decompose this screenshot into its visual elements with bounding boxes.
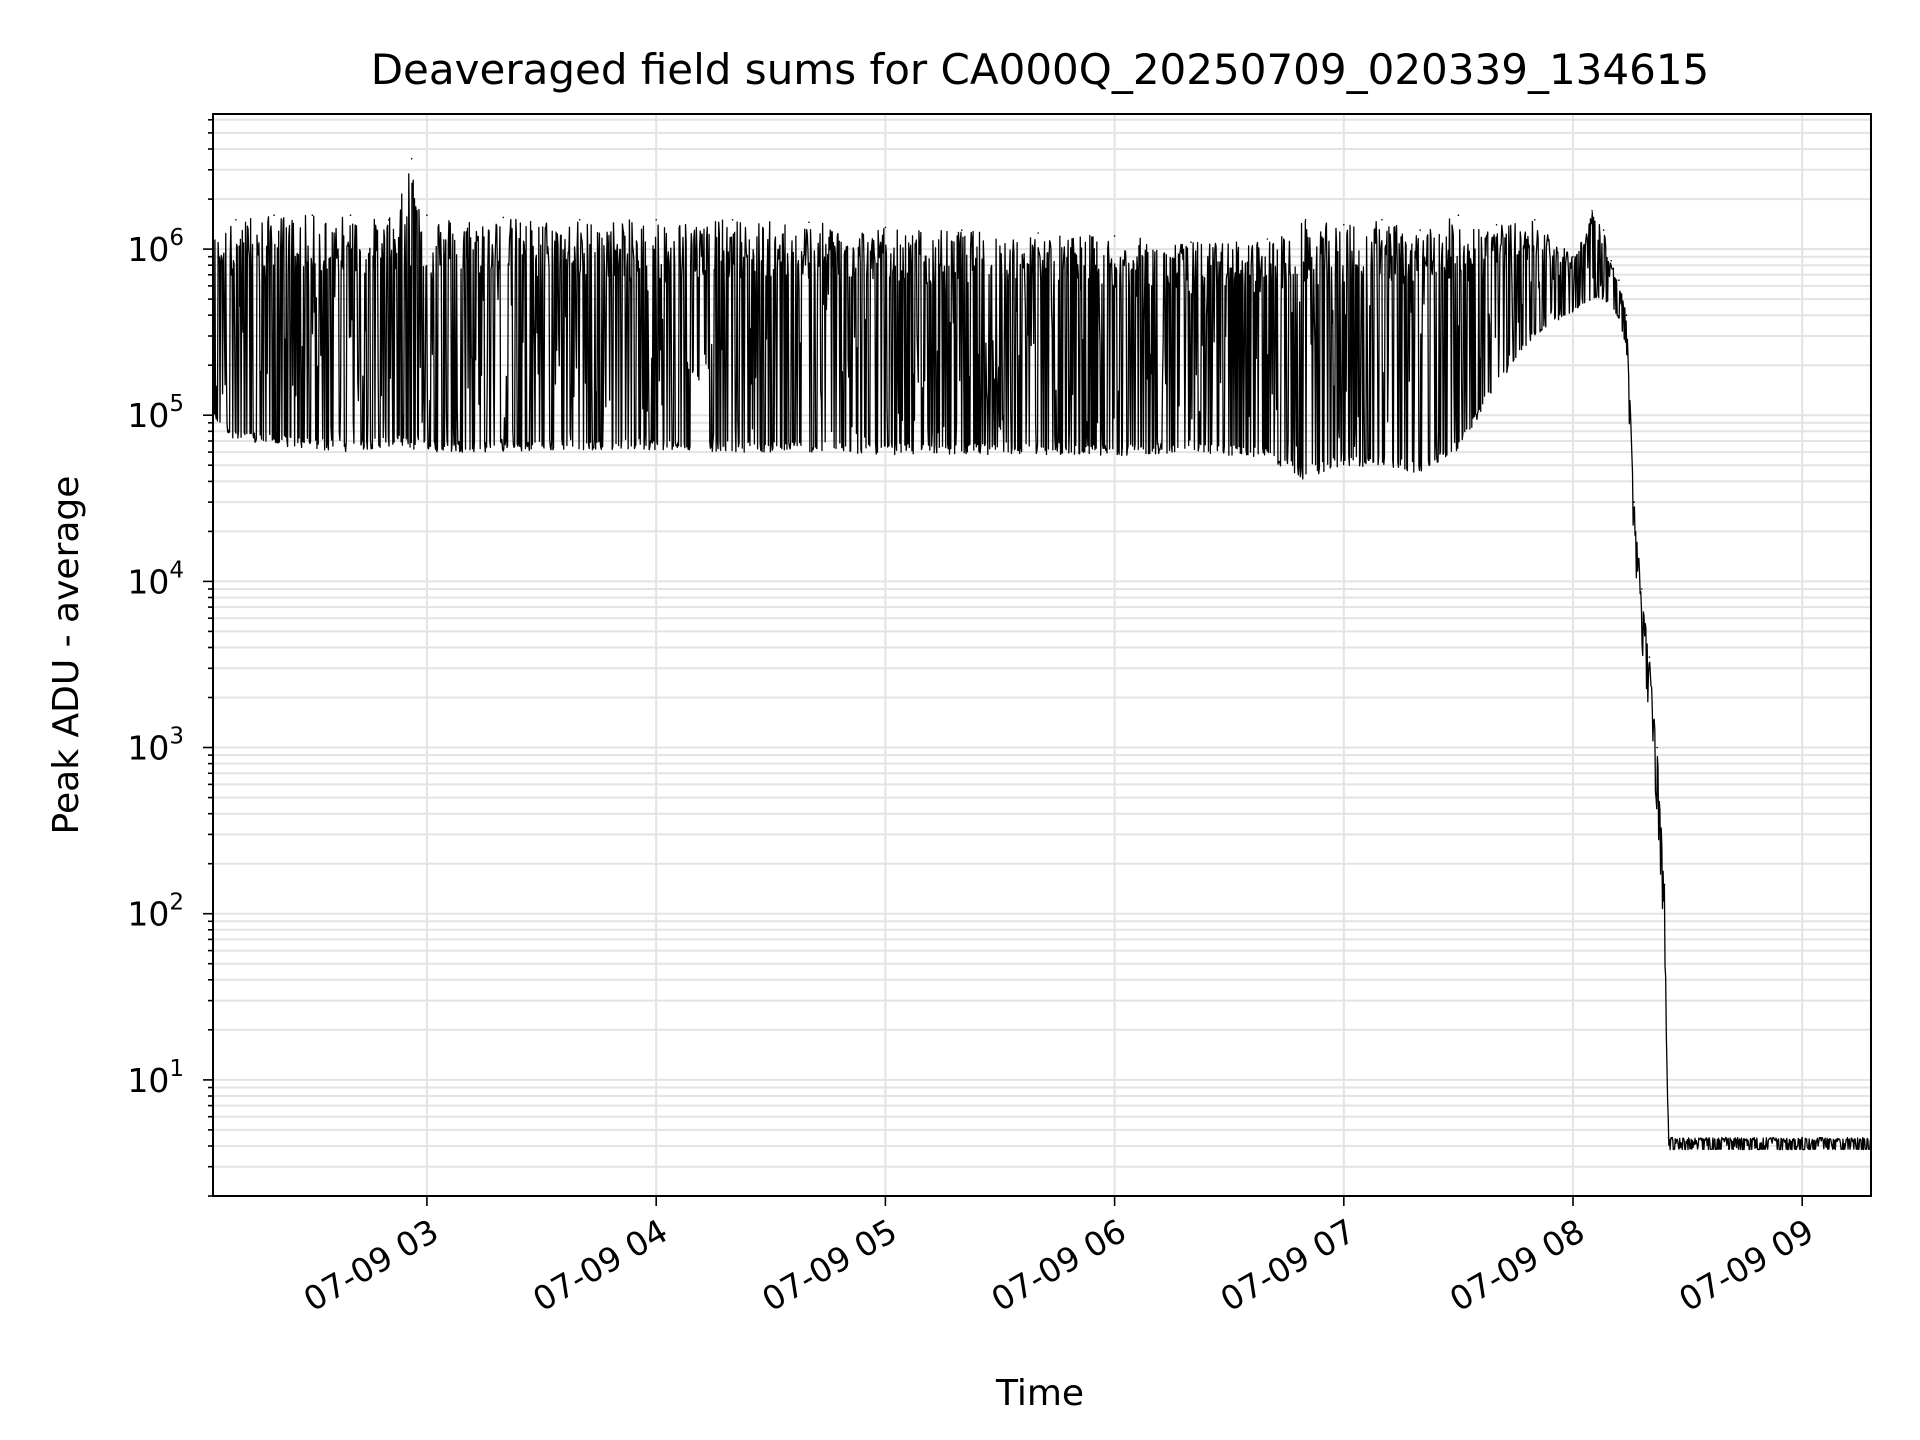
data-point bbox=[1667, 1136, 1670, 1139]
y-tick-label: 102 bbox=[127, 890, 184, 934]
data-point bbox=[961, 229, 963, 231]
data-point bbox=[1572, 255, 1574, 258]
data-point bbox=[387, 219, 390, 221]
data-point bbox=[1641, 588, 1643, 590]
data-point bbox=[273, 214, 275, 216]
data-point bbox=[502, 216, 505, 219]
data-point bbox=[1266, 238, 1269, 240]
data-point bbox=[1610, 260, 1612, 262]
data-point bbox=[1495, 224, 1498, 226]
data-point bbox=[1304, 219, 1307, 221]
x-axis-label: Time bbox=[995, 1373, 1084, 1414]
data-point bbox=[1656, 746, 1658, 749]
data-point bbox=[235, 219, 237, 221]
data-point bbox=[1663, 883, 1666, 886]
data-point bbox=[1671, 1136, 1674, 1139]
data-point bbox=[808, 221, 810, 224]
data-point bbox=[1037, 232, 1039, 234]
data-point bbox=[655, 219, 657, 221]
data-point bbox=[1343, 224, 1345, 226]
data-point bbox=[731, 219, 734, 221]
data-series bbox=[212, 157, 1872, 1151]
series-line bbox=[212, 173, 1872, 1151]
data-point bbox=[884, 226, 887, 229]
y-tick-label: 106 bbox=[127, 225, 184, 269]
y-tick-label: 105 bbox=[127, 391, 184, 435]
data-point bbox=[1625, 314, 1628, 317]
y-tick-label: 104 bbox=[127, 557, 184, 601]
data-point bbox=[1725, 1136, 1727, 1139]
data-point bbox=[578, 219, 581, 221]
y-tick-label: 101 bbox=[127, 1056, 184, 1100]
data-point bbox=[1801, 1136, 1803, 1139]
data-point bbox=[426, 214, 428, 216]
data-point bbox=[1633, 501, 1635, 503]
data-point bbox=[349, 214, 352, 216]
data-point bbox=[1190, 241, 1192, 243]
y-axis-label: Peak ADU - average bbox=[46, 476, 87, 835]
data-point bbox=[1591, 210, 1593, 212]
data-point bbox=[1457, 214, 1460, 216]
data-point bbox=[311, 214, 314, 216]
data-point bbox=[1381, 219, 1383, 221]
data-point bbox=[1648, 656, 1651, 658]
y-tick-label: 103 bbox=[127, 724, 184, 768]
data-point bbox=[1618, 279, 1620, 282]
data-point bbox=[1113, 235, 1116, 237]
data-point bbox=[1419, 229, 1421, 231]
data-point bbox=[1534, 219, 1536, 221]
plot-frame bbox=[212, 113, 1872, 1197]
chart-title: Deaveraged field sums for CA000Q_2025070… bbox=[371, 45, 1710, 94]
y-axis: 101 102 103 104 105 106 bbox=[127, 119, 213, 1197]
data-point bbox=[410, 157, 413, 160]
data-point bbox=[1602, 229, 1605, 231]
